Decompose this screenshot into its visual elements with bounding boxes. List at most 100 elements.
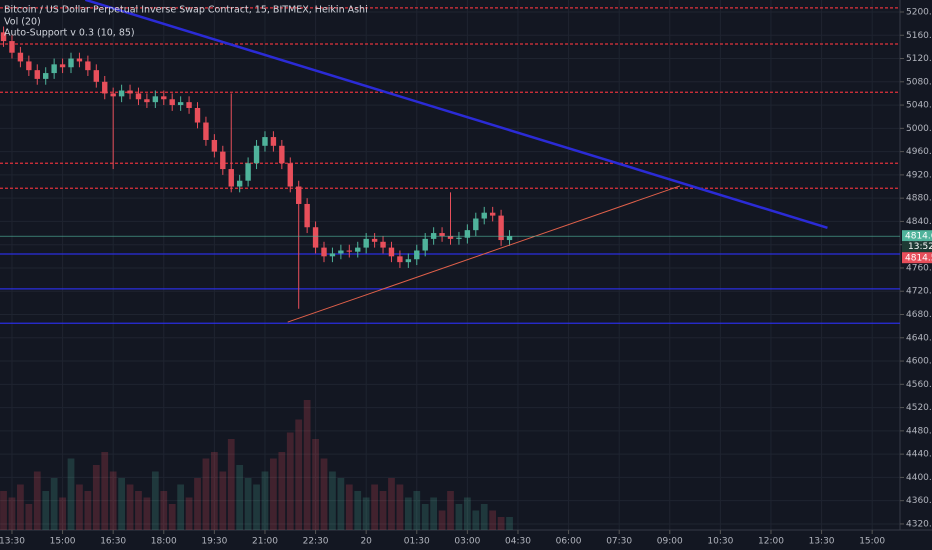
volume-bar bbox=[160, 491, 168, 530]
y-tick-label: 4680.0 bbox=[906, 310, 932, 320]
candle-body bbox=[447, 235, 454, 239]
volume-bar bbox=[59, 497, 66, 530]
volume-bar bbox=[404, 497, 412, 530]
y-tick-label: 4520.0 bbox=[906, 403, 932, 413]
volume-bar bbox=[84, 491, 92, 530]
candle-body bbox=[473, 218, 479, 231]
candle-body bbox=[177, 102, 184, 106]
candle-body bbox=[127, 90, 133, 94]
x-tick-label: 15:00 bbox=[50, 537, 76, 547]
volume-bar bbox=[109, 471, 117, 530]
volume-bar bbox=[227, 439, 235, 530]
price-badge-label: 4814.6 bbox=[905, 232, 932, 242]
x-tick-label: 21:00 bbox=[252, 537, 278, 547]
volume-bar bbox=[421, 504, 429, 530]
candle-body bbox=[59, 64, 66, 68]
y-tick-label: 4360.0 bbox=[906, 496, 932, 506]
x-tick-label: 18:00 bbox=[151, 537, 177, 547]
x-tick-label: 13:30 bbox=[809, 537, 835, 547]
x-tick-label: 22:30 bbox=[303, 537, 329, 547]
y-tick-label: 4920.0 bbox=[906, 170, 932, 180]
y-tick-label: 5200.0 bbox=[906, 7, 932, 17]
volume-bar bbox=[168, 504, 176, 530]
candle-body bbox=[380, 241, 386, 248]
candle-body bbox=[363, 238, 369, 248]
candle-body bbox=[355, 247, 361, 252]
candle-body bbox=[194, 107, 201, 123]
x-tick-label: 13:30 bbox=[0, 537, 25, 547]
chart-title: Bitcoin / US Dollar Perpetual Inverse Sw… bbox=[4, 5, 368, 16]
volume-bar bbox=[151, 471, 159, 530]
volume-bar bbox=[438, 510, 446, 530]
candle-body bbox=[203, 122, 209, 140]
y-tick-label: 5160.0 bbox=[906, 31, 932, 41]
y-tick-label: 4600.0 bbox=[906, 357, 932, 367]
x-tick-label: 07:30 bbox=[606, 537, 632, 547]
indicator-label: Vol (20) bbox=[4, 17, 41, 28]
candle-body bbox=[312, 227, 319, 248]
candle-body bbox=[169, 99, 175, 106]
y-tick-label: 4640.0 bbox=[906, 333, 932, 343]
candle-body bbox=[245, 163, 251, 181]
volume-bar bbox=[320, 458, 328, 530]
y-tick-label: 4880.0 bbox=[906, 194, 932, 204]
volume-bar bbox=[472, 510, 480, 530]
volume-bar bbox=[447, 491, 454, 530]
volume-bar bbox=[371, 484, 378, 530]
volume-bar bbox=[118, 478, 125, 530]
candle-body bbox=[152, 96, 159, 103]
candle-body bbox=[68, 58, 74, 68]
volume-bar bbox=[143, 497, 151, 530]
volume-bar bbox=[362, 497, 370, 530]
y-tick-label: 5120.0 bbox=[906, 54, 932, 64]
volume-bar bbox=[295, 419, 303, 530]
candle-body bbox=[304, 203, 310, 228]
y-tick-label: 4480.0 bbox=[906, 426, 932, 436]
volume-bar bbox=[480, 504, 488, 530]
price-badge bbox=[902, 230, 932, 242]
x-tick-label: 20 bbox=[360, 537, 372, 547]
candle-body bbox=[76, 58, 83, 62]
candle-body bbox=[220, 151, 226, 170]
candle-body bbox=[144, 99, 150, 103]
candle-body bbox=[262, 137, 268, 146]
candle-body bbox=[211, 139, 218, 152]
y-tick-label: 4720.0 bbox=[906, 287, 932, 297]
candle-body bbox=[329, 253, 336, 257]
y-tick-label: 5080.0 bbox=[906, 77, 932, 87]
candle-body bbox=[422, 238, 428, 251]
candle-body bbox=[371, 238, 378, 242]
volume-bar bbox=[489, 510, 497, 530]
volume-bar bbox=[506, 517, 513, 530]
trend-line bbox=[84, 0, 828, 230]
candle-body bbox=[236, 180, 243, 187]
indicator-label: Auto-Support v 0.3 (10, 85) bbox=[4, 28, 135, 39]
volume-bar bbox=[312, 439, 319, 530]
x-tick-label: 16:30 bbox=[100, 537, 126, 547]
volume-bar bbox=[92, 465, 100, 530]
x-tick-label: 06:00 bbox=[556, 537, 582, 547]
candle-body bbox=[279, 145, 285, 164]
candle-body bbox=[346, 250, 353, 252]
candle-body bbox=[118, 90, 125, 97]
x-tick-label: 09:00 bbox=[657, 537, 683, 547]
volume-bar bbox=[497, 517, 505, 530]
x-tick-label: 10:30 bbox=[707, 537, 733, 547]
x-tick-label: 15:00 bbox=[859, 537, 885, 547]
volume-bar bbox=[463, 497, 471, 530]
volume-bar bbox=[430, 497, 438, 530]
volume-bar bbox=[17, 484, 24, 530]
candle-body bbox=[228, 169, 234, 187]
y-tick-label: 4960.0 bbox=[906, 147, 932, 157]
volume-bar bbox=[261, 471, 269, 530]
volume-bar bbox=[379, 491, 387, 530]
candle-body bbox=[9, 41, 15, 53]
volume-bar bbox=[303, 400, 311, 530]
volume-bar bbox=[42, 491, 50, 530]
volume-bar bbox=[177, 484, 185, 530]
x-tick-label: 03:00 bbox=[454, 537, 480, 547]
candle-body bbox=[506, 235, 513, 241]
candle-body bbox=[296, 186, 302, 204]
volume-bar bbox=[253, 484, 260, 530]
